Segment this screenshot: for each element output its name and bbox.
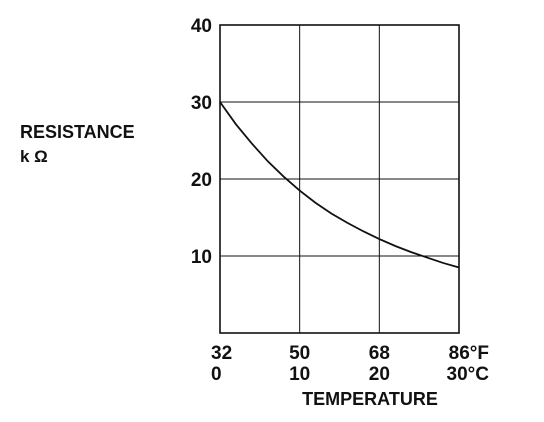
- y-axis-label: RESISTANCE: [20, 122, 135, 142]
- x-tick-label-c-0: 0: [211, 364, 222, 385]
- x-tick-label-f-3: 86°F: [449, 343, 489, 364]
- y-axis-unit: k Ω: [20, 147, 48, 166]
- y-tick-label-3: 40: [191, 16, 212, 37]
- resistance-curve: [219, 101, 460, 269]
- x-axis-label: TEMPERATURE: [302, 389, 438, 409]
- y-tick-labels: 10 20 30 40: [191, 16, 212, 268]
- y-tick-label-2: 30: [191, 93, 212, 114]
- plot-frame: [219, 24, 460, 334]
- x-tick-label-f-2: 68: [369, 343, 390, 364]
- x-tick-label-c-2: 20: [369, 364, 390, 385]
- grid-layer: [220, 25, 459, 333]
- x-tick-label-c-1: 10: [289, 364, 310, 385]
- y-tick-label-0: 10: [191, 247, 212, 268]
- y-tick-label-1: 20: [191, 170, 212, 191]
- x-tick-label-c-3: 30°C: [447, 364, 490, 385]
- x-tick-label-f-1: 50: [289, 343, 310, 364]
- x-tick-label-f-0: 32: [211, 343, 232, 364]
